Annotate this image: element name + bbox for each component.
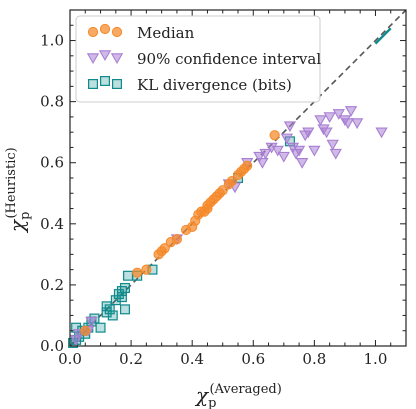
legend-marker-confidence-interval xyxy=(86,50,124,65)
y-axis-label-main: χ xyxy=(5,218,29,234)
confidence-interval-point xyxy=(308,145,321,157)
legend-marker-icon xyxy=(87,26,99,38)
median-point xyxy=(269,130,280,141)
x-tick-label: 0.8 xyxy=(302,350,326,368)
median-point xyxy=(132,267,143,278)
legend-marker-icon xyxy=(86,53,100,65)
legend-label-confidence-interval: 90% confidence interval xyxy=(137,50,321,68)
y-tick-label: 0.4 xyxy=(40,215,64,233)
confidence-interval-point xyxy=(271,145,284,157)
confidence-interval-point xyxy=(283,121,297,133)
y-axis-label-sub: p xyxy=(18,212,33,220)
kl-divergence-point xyxy=(119,304,130,315)
x-tick-label: 1.0 xyxy=(364,350,388,368)
legend-label-median: Median xyxy=(137,24,195,42)
confidence-interval-point xyxy=(295,158,309,169)
confidence-interval-point xyxy=(350,118,364,130)
legend-label-kl-divergence: KL divergence (bits) xyxy=(137,76,292,94)
reference-diagonal-line xyxy=(69,9,407,347)
median-point xyxy=(159,243,170,254)
kl-divergence-point xyxy=(107,310,118,321)
legend-marker-icon xyxy=(99,23,111,35)
x-axis-label-sup: (Averaged) xyxy=(209,382,281,397)
legend-entry-median: Median xyxy=(87,23,195,42)
y-tick-label: 1.0 xyxy=(40,32,64,50)
tick-layer: 0.0 0.2 0.4 0.6 0.8 1.0 0.0 0.2 0.4 0.6 0.8 1.0 xyxy=(40,9,407,368)
legend: Median 90% confidence interval KL diverg… xyxy=(75,15,321,103)
confidence-interval-point xyxy=(277,151,290,163)
kl-divergence-point xyxy=(101,301,112,312)
legend-entry-kl-divergence: KL divergence (bits) xyxy=(87,75,292,94)
kl-divergence-point xyxy=(95,322,106,333)
kl-divergence-point xyxy=(123,270,134,281)
confidence-interval-point xyxy=(292,145,306,157)
confidence-interval-point xyxy=(323,112,336,123)
median-point xyxy=(217,185,228,196)
svg-text:χp(Averaged): χp(Averaged) xyxy=(194,382,282,409)
x-tick-label: 0.4 xyxy=(180,350,204,368)
median-point xyxy=(171,233,183,245)
x-axis-label: χp(Averaged) xyxy=(194,382,282,409)
kl-divergence-point xyxy=(116,286,127,297)
confidence-interval-point xyxy=(259,148,272,160)
svg-text:χp(Heuristic): χp(Heuristic) xyxy=(4,147,33,234)
confidence-interval-point xyxy=(314,115,327,127)
legend-entry-confidence-interval: 90% confidence interval xyxy=(86,50,321,68)
confidence-interval-point xyxy=(280,133,294,145)
confidence-interval-point xyxy=(326,139,339,151)
confidence-interval-point xyxy=(256,158,269,169)
y-tick-label: 0.8 xyxy=(40,93,64,111)
legend-marker-kl-divergence xyxy=(87,75,122,89)
legend-marker-icon xyxy=(98,50,112,62)
y-axis-label: χp(Heuristic) xyxy=(4,147,33,234)
legend-marker-icon xyxy=(111,26,123,38)
legend-box xyxy=(75,15,321,103)
kl-divergence-point xyxy=(110,295,121,306)
confidence-interval-point xyxy=(85,316,98,328)
confidence-interval-point xyxy=(375,127,388,139)
confidence-interval-point xyxy=(253,151,266,163)
kl-divergence-point xyxy=(113,289,124,300)
kl-divergence-point xyxy=(101,307,112,318)
legend-marker-median xyxy=(87,23,123,38)
median-point xyxy=(80,325,91,336)
legend-marker-icon xyxy=(111,78,122,89)
x-tick-label: 0.2 xyxy=(119,350,143,368)
confidence-interval-point xyxy=(329,148,342,160)
series-median xyxy=(80,130,280,336)
confidence-interval-point xyxy=(341,118,355,130)
y-axis-label-sup: (Heuristic) xyxy=(4,147,19,218)
median-point xyxy=(141,264,152,275)
legend-marker-icon xyxy=(87,78,98,89)
kl-divergence-point xyxy=(104,304,115,315)
median-point xyxy=(242,160,253,171)
kl-divergence-point xyxy=(119,282,130,293)
confidence-interval-point xyxy=(332,109,345,120)
x-tick-label: 0.6 xyxy=(241,350,265,368)
confidence-interval-point xyxy=(302,127,315,139)
median-point xyxy=(226,175,237,187)
kl-divergence-segment xyxy=(374,27,392,45)
confidence-interval-point xyxy=(320,127,333,139)
confidence-interval-point xyxy=(344,106,358,117)
series-layer xyxy=(68,27,392,348)
legend-marker-icon xyxy=(99,75,110,86)
x-tick-label: 0.0 xyxy=(58,350,82,368)
legend-marker-icon xyxy=(110,53,124,65)
x-axis-label-main: χ xyxy=(194,383,210,407)
y-tick-label: 0.0 xyxy=(40,337,64,355)
y-tick-label: 0.2 xyxy=(40,276,64,294)
y-tick-label: 0.6 xyxy=(40,154,64,172)
x-axis-label-sub: p xyxy=(208,396,216,409)
